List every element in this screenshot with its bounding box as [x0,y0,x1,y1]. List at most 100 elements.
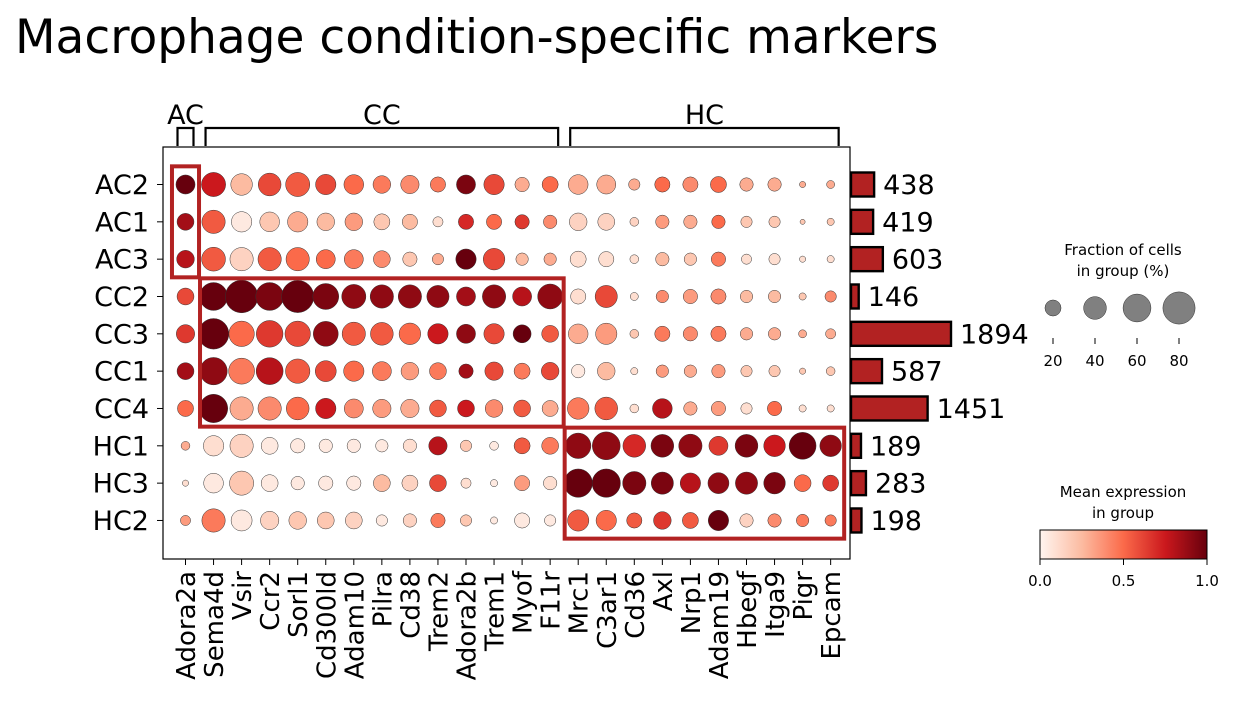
color-legend-title-2: in group [1092,504,1154,522]
col-label-F11r: F11r [537,571,567,630]
dot-CC4-Adam10 [344,398,364,419]
dot-AC2-Nrp1 [682,176,699,193]
dot-HC3-Adam10 [346,475,362,491]
dot-HC1-C3ar1 [592,431,621,461]
dot-CC2-Adora2a [176,287,195,306]
dot-AC1-Cd36 [629,217,639,227]
dot-CC1-Ccr2 [255,357,284,385]
dot-HC3-Hbegf [735,471,758,495]
dot-CC4-Axl [652,398,673,419]
count-label-CC3: 1894 [960,319,1029,350]
row-label-AC2: AC2 [95,170,149,201]
count-bar-AC3 [849,245,885,273]
dot-HC1-Adora2b [460,439,472,452]
count-label-AC3: 603 [892,245,944,276]
dot-CC3-Cd38 [398,322,421,345]
row-label-CC4: CC4 [94,394,149,425]
dot-AC2-Trem2 [430,176,446,193]
dot-AC2-Sema4d [201,172,226,197]
row-label-CC1: CC1 [94,357,149,388]
count-label-CC2: 146 [868,282,920,313]
dot-CC2-Adam19 [710,288,727,305]
dot-AC2-Trem1 [483,174,505,195]
dot-CC3-Trem2 [427,323,449,345]
colorbar-tick-label-0: 0.0 [1028,572,1052,590]
dot-CC1-Cd36 [630,367,639,375]
dot-CC1-Epcam [825,366,836,376]
dot-AC3-Adam19 [711,251,726,267]
dot-AC1-Myof [514,214,530,230]
dot-CC3-Adora2b [456,324,476,344]
highlight-box-HC [562,425,847,541]
dot-AC3-Ccr2 [257,247,282,272]
dot-AC2-Adam19 [710,176,727,193]
dot-HC3-Cd36 [622,471,647,496]
size-legend-title-2: in group (%) [1077,262,1170,280]
dot-CC2-Trem1 [482,284,506,309]
dot-CC4-Cd300ld [315,398,337,419]
dot-AC1-C3ar1 [597,213,615,231]
dot-AC3-Mrc1 [569,250,587,268]
col-label-Itga9: Itga9 [761,571,791,638]
dot-HC1-Cd36 [622,434,646,458]
dot-AC2-Myof [514,177,530,192]
dot-CC1-Trem1 [484,361,504,381]
plot-layer: AC2 AC1 AC3 CC2 CC3 CC1 CC4 HC1 HC3 HC2 Adora2aSem… [93,100,1029,680]
row-label-HC2: HC2 [93,506,149,537]
dot-CC4-Trem2 [429,399,447,418]
dot-AC1-Adam10 [344,212,363,231]
dot-CC3-Cd300ld [313,321,339,347]
dot-CC1-Sorl1 [285,358,311,384]
dot-HC1-Axl [650,434,674,458]
dot-HC3-Pigr [793,474,812,492]
dot-CC2-Ccr2 [255,282,284,311]
row-label-HC3: HC3 [93,469,149,500]
col-label-Cd300ld: Cd300ld [312,571,342,679]
count-bar-HC2 [849,507,863,534]
dot-HC1-Mrc1 [565,432,592,459]
dot-CC2-Pilra [369,284,394,309]
dot-CC4-Pigr [798,404,807,413]
dot-AC3-Epcam [826,255,835,264]
count-bar-HC1 [849,432,863,460]
dot-HC1-Itga9 [763,434,786,457]
dot-CC2-Itga9 [768,290,782,303]
dot-CC1-Nrp1 [683,364,697,378]
dot-AC2-Adam10 [343,174,364,195]
dot-AC3-Adora2b [455,248,477,270]
dot-HC3-Adam19 [707,472,730,494]
col-label-Sorl1: Sorl1 [284,571,314,638]
dot-HC2-Epcam [824,514,837,527]
dot-CC1-Adam10 [343,360,365,382]
dot-CC3-Axl [654,325,671,342]
dot-CC3-F11r [541,325,559,343]
dot-CC3-Itga9 [768,327,782,341]
dot-HC1-Trem2 [428,436,448,456]
dot-CC4-Sorl1 [286,396,310,421]
color-legend-title-1: Mean expression [1060,483,1187,501]
dot-CC1-Myof [513,362,531,380]
dot-CC1-Pilra [372,361,392,381]
col-label-Hbegf: Hbegf [733,570,763,649]
col-label-Mrc1: Mrc1 [565,571,595,634]
dot-CC2-Cd300ld [312,283,339,310]
dot-HC3-Trem2 [429,474,447,492]
dot-HC3-Myof [514,475,530,492]
dot-CC2-Sema4d [199,282,228,311]
col-label-Adora2a: Adora2a [172,571,202,680]
dot-HC2-Vsir [230,509,253,532]
dot-AC1-Epcam [826,217,835,226]
col-label-Adam19: Adam19 [705,571,735,679]
dot-AC1-Pilra [373,213,391,231]
dot-HC2-Adam19 [708,510,729,531]
size-legend-label-60: 60 [1127,352,1146,370]
col-label-Pigr: Pigr [789,571,819,621]
dot-HC3-Axl [651,471,674,495]
dot-CC2-Nrp1 [682,289,698,304]
group-label-AC: AC [167,100,204,131]
dot-AC2-Ccr2 [258,172,282,197]
dot-CC2-Adora2b [456,286,476,307]
dot-HC2-F11r [544,514,557,527]
dot-CC3-Hbegf [740,327,753,341]
